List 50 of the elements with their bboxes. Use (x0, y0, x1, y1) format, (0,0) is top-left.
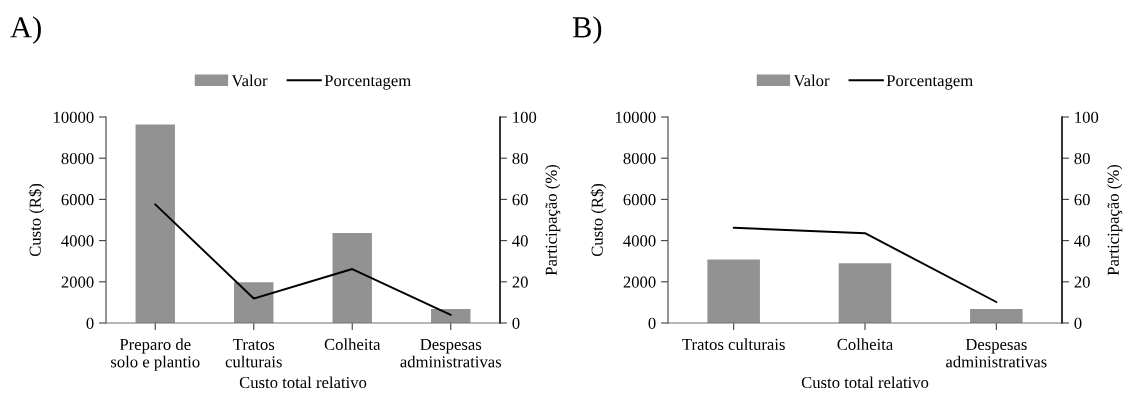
bar (135, 124, 175, 323)
y2-tick-label: 100 (1075, 111, 1099, 123)
bar (234, 282, 274, 323)
x-tick-label: Despesas administrativas (946, 338, 1047, 368)
legend-label: Porcentagem (886, 75, 973, 90)
y2-tick-label: 80 (1074, 152, 1090, 165)
x-tick-label: Tratos culturais (225, 338, 282, 368)
y2-tick-label: 0 (1074, 317, 1082, 329)
y-tick-label: 6000 (61, 194, 94, 206)
chart-title: B) (572, 16, 602, 44)
x-axis-title: Custo total relativo (239, 376, 367, 389)
y-axis-title: Custo (R$) (28, 183, 45, 257)
y-tick-label: 10000 (53, 111, 94, 123)
y-tick-label: 8000 (61, 152, 94, 165)
y2-tick-label: 60 (1074, 194, 1090, 206)
legend-label: Valor (231, 74, 268, 87)
y2-tick-label: 60 (512, 194, 528, 206)
y-tick-label: 2000 (61, 276, 94, 288)
x-tick-label: Preparo de solo e plantio (111, 338, 200, 371)
x-tick-label: Colheita (324, 338, 381, 351)
legend-label: Porcentagem (324, 75, 411, 90)
y-tick-label: 8000 (623, 152, 656, 165)
y2-tick-label: 20 (512, 276, 528, 288)
y2-tick-label: 20 (1074, 276, 1090, 288)
x-axis-title: Custo total relativo (801, 376, 929, 389)
y-tick-label: 0 (648, 317, 656, 329)
y-tick-label: 0 (86, 317, 94, 329)
bar (707, 259, 760, 323)
y2-axis-title: Participação (%) (1107, 164, 1123, 276)
y2-axis-title: Participação (%) (545, 164, 561, 276)
y-tick-label: 4000 (623, 235, 656, 247)
bar (970, 308, 1023, 323)
y2-tick-label: 100 (513, 111, 537, 123)
y-axis-title: Custo (R$) (590, 183, 607, 257)
bar (838, 263, 892, 323)
y2-tick-label: 0 (512, 317, 520, 329)
y-tick-label: 2000 (623, 276, 656, 288)
y-tick-label: 6000 (623, 194, 656, 206)
x-tick-label: Despesas administrativas (400, 338, 502, 368)
line-series (154, 203, 452, 316)
y2-tick-label: 40 (512, 235, 528, 247)
y2-tick-label: 40 (1074, 235, 1090, 247)
y-tick-label: 4000 (61, 235, 94, 247)
x-tick-label: Tratos culturais (682, 338, 785, 351)
y-tick-label: 10000 (615, 111, 656, 123)
y2-tick-label: 80 (512, 152, 528, 165)
x-tick-label: Colheita (837, 338, 894, 351)
bar (332, 232, 372, 323)
chart-title: A) (10, 16, 41, 44)
legend-label: Valor (793, 74, 830, 87)
